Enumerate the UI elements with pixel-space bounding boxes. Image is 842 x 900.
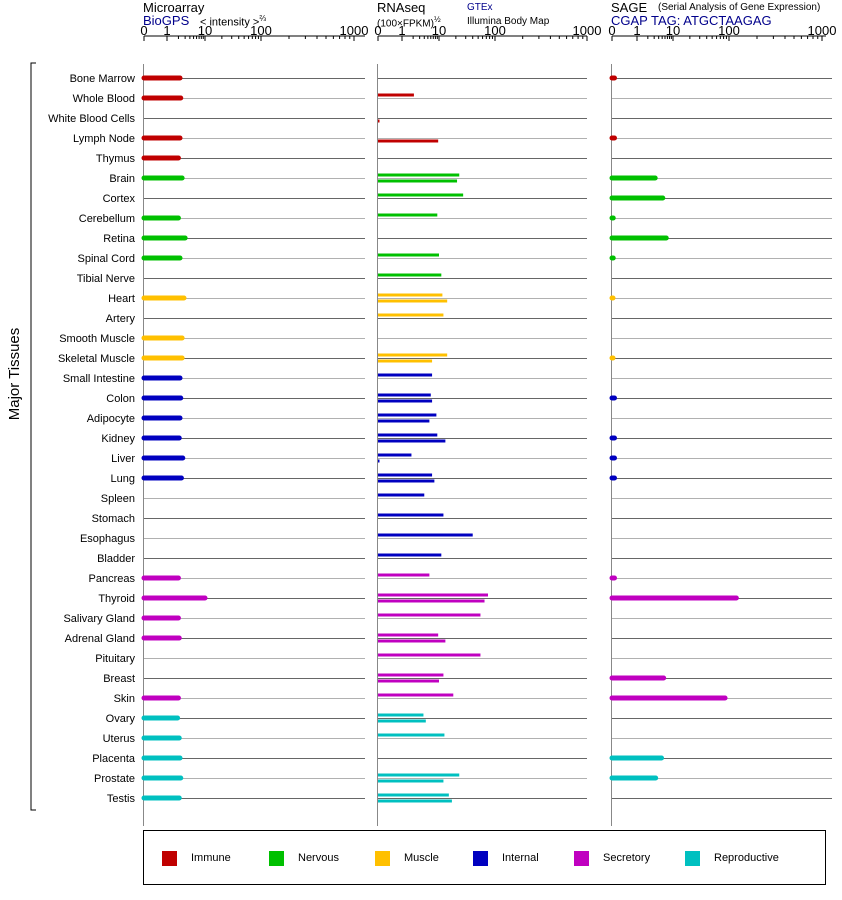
- legend-swatch: [162, 850, 177, 866]
- tissue-label: Esophagus: [80, 533, 136, 545]
- tissue-label: Colon: [106, 393, 135, 405]
- tissue-label: Salivary Gland: [63, 613, 135, 625]
- tissue-label: Tibial Nerve: [77, 273, 135, 285]
- tissue-label: Thyroid: [98, 593, 135, 605]
- tissue-label: Skin: [114, 693, 135, 705]
- legend-swatch: [685, 850, 700, 866]
- legend-swatch: [375, 850, 390, 866]
- sage-tick-label: 10: [666, 23, 680, 38]
- micro-tick-label: 10: [198, 23, 212, 38]
- tissue-label: Prostate: [94, 773, 135, 785]
- legend-label: Immune: [191, 852, 231, 864]
- legend-swatch: [269, 850, 284, 866]
- sage-tag: CGAP TAG: ATGCTAAGAG: [611, 13, 772, 28]
- tissue-label: Retina: [103, 233, 136, 245]
- tissue-label: Heart: [108, 293, 135, 305]
- microarray-unit-exp: ⅔: [259, 14, 266, 23]
- legend-label: Muscle: [404, 852, 439, 864]
- rnaseq-title: RNAseq: [377, 0, 426, 15]
- legend-item: Muscle: [375, 850, 439, 866]
- micro-tick-label: 0: [140, 23, 147, 38]
- tissue-label: Thymus: [96, 153, 136, 165]
- sage-subtitle: (Serial Analysis of Gene Expression): [658, 2, 821, 13]
- microarray-unit: < intensity >⅔: [200, 14, 266, 29]
- tissue-label: Cerebellum: [79, 213, 135, 225]
- tissue-label: Stomach: [92, 513, 135, 525]
- legend-label: Internal: [502, 852, 539, 864]
- legend-label: Nervous: [298, 852, 339, 864]
- tissue-label: Bladder: [97, 553, 135, 565]
- legend-item: Secretory: [574, 850, 650, 866]
- tissue-group-label: Major Tissues: [6, 328, 23, 421]
- microarray-source: BioGPS: [143, 13, 190, 28]
- rnaseq-unit: (100×FPKM)½: [377, 15, 441, 29]
- micro-tick-label: 1000: [340, 23, 369, 38]
- tissue-label: White Blood Cells: [48, 113, 135, 125]
- legend-item: Immune: [162, 850, 231, 866]
- micro-tick-label: 100: [250, 23, 272, 38]
- microarray-unit-text: < intensity >: [200, 16, 260, 29]
- tissue-label: Pancreas: [89, 573, 136, 585]
- rna-tick-label: 1: [398, 23, 405, 38]
- rnaseq-gtex-label: GTEx: [467, 2, 493, 13]
- legend-swatch: [473, 850, 488, 866]
- tissue-label: Artery: [106, 313, 136, 325]
- expression-chart: 0 1 10 100 1000 0 1 10 100 1000 0 1 10 100 1000 Bone Ma…: [6, 23, 837, 826]
- tissue-label: Pituitary: [95, 653, 135, 665]
- sage-tick-label: 100: [718, 23, 740, 38]
- tissue-label: Spleen: [101, 493, 135, 505]
- tissue-label: Smooth Muscle: [59, 333, 135, 345]
- tissue-label: Lung: [111, 473, 135, 485]
- rna-tick-label: 100: [484, 23, 506, 38]
- tissue-label: Skeletal Muscle: [58, 353, 135, 365]
- tissue-label: Testis: [107, 793, 136, 805]
- legend-swatch: [574, 850, 589, 866]
- rnaseq-unit-text: (100×FPKM): [377, 18, 434, 30]
- sage-title: SAGE: [611, 0, 648, 15]
- legend-item: Nervous: [269, 850, 339, 866]
- tissue-label: Adrenal Gland: [65, 633, 135, 645]
- tissue-label: Kidney: [101, 433, 135, 445]
- rna-tick-label: 1000: [573, 23, 602, 38]
- legend: Immune Nervous Muscle Internal Secretory Repr…: [143, 830, 826, 885]
- tissue-label: Cortex: [103, 193, 136, 205]
- tissue-label: Adipocyte: [87, 413, 135, 425]
- tissue-label: Bone Marrow: [70, 73, 135, 85]
- legend-label: Reproductive: [714, 852, 779, 864]
- sage-tick-label: 0: [608, 23, 615, 38]
- tissue-label: Liver: [111, 453, 135, 465]
- microarray-title: Microarray: [143, 0, 205, 15]
- tissue-label: Placenta: [92, 753, 136, 765]
- sage-tick-label: 1000: [808, 23, 837, 38]
- rnaseq-unit-exp: ½: [433, 15, 441, 24]
- tissue-label: Ovary: [106, 713, 136, 725]
- tissue-label: Whole Blood: [73, 93, 135, 105]
- rnaseq-ibm-label: Illumina Body Map: [467, 16, 550, 27]
- tissue-label: Breast: [103, 673, 135, 685]
- legend-label: Secretory: [603, 852, 651, 864]
- micro-tick-label: 1: [163, 23, 170, 38]
- tissue-label: Spinal Cord: [78, 253, 135, 265]
- tissue-label: Uterus: [103, 733, 136, 745]
- legend-item: Internal: [473, 850, 539, 866]
- tissue-group-bracket: [30, 62, 36, 811]
- legend-item: Reproductive: [685, 850, 779, 866]
- sage-tick-label: 1: [633, 23, 640, 38]
- rna-tick-label: 0: [374, 23, 381, 38]
- tissue-label: Lymph Node: [73, 133, 135, 145]
- tissue-label: Small Intestine: [63, 373, 135, 385]
- tissue-label: Brain: [109, 173, 135, 185]
- rna-tick-label: 10: [432, 23, 446, 38]
